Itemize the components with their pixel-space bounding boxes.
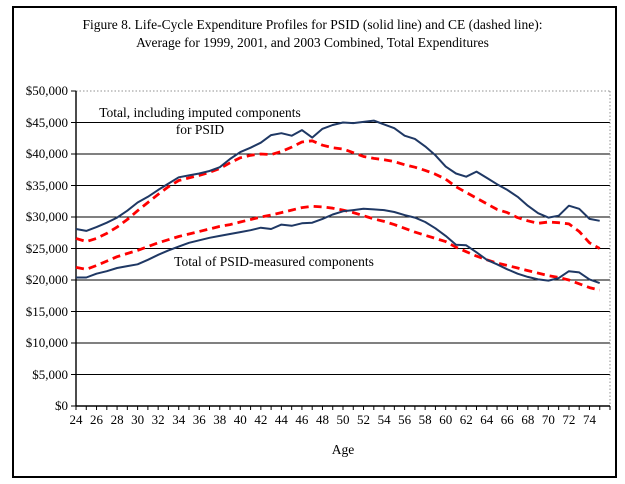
x-axis-label: 74 bbox=[582, 412, 596, 427]
x-axis-label: 58 bbox=[418, 412, 432, 427]
series-psid-total-line bbox=[75, 119, 600, 232]
x-axis-label: 34 bbox=[172, 412, 186, 427]
x-axis-label: 48 bbox=[315, 412, 329, 427]
y-axis-label: $10,000 bbox=[25, 335, 68, 350]
series-ce-total-line bbox=[75, 139, 601, 250]
x-axis-label: 54 bbox=[377, 412, 391, 427]
y-axis-label: $0 bbox=[55, 398, 68, 413]
figure-title-line2: Average for 1999, 2001, and 2003 Combine… bbox=[136, 35, 489, 50]
x-axis-label: 36 bbox=[192, 412, 206, 427]
x-axis-label: 32 bbox=[151, 412, 165, 427]
figure-title-line1: Figure 8. Life-Cycle Expenditure Profile… bbox=[82, 17, 543, 32]
y-axis-label: $35,000 bbox=[25, 177, 68, 193]
x-axis-title: Age bbox=[331, 442, 355, 457]
annotation-psid-measured: Total of PSID-measured components bbox=[174, 254, 374, 269]
y-axis-label: $15,000 bbox=[25, 303, 68, 319]
x-axis-label: 44 bbox=[274, 412, 288, 427]
y-axis-label: $40,000 bbox=[25, 146, 68, 161]
x-axis-label: 42 bbox=[254, 412, 268, 427]
x-axis-label: 64 bbox=[480, 412, 494, 427]
y-axis-label: $50,000 bbox=[25, 83, 68, 98]
x-axis-label: 28 bbox=[110, 412, 124, 427]
x-axis-label: 72 bbox=[562, 412, 576, 427]
x-axis-label: 40 bbox=[233, 412, 247, 427]
x-axis-label: 70 bbox=[541, 412, 555, 427]
x-axis-label: 50 bbox=[336, 412, 350, 427]
annotation-psid-total-line1: Total, including imputed components bbox=[99, 105, 301, 120]
x-axis-label: 60 bbox=[439, 412, 453, 427]
x-axis-label: 26 bbox=[90, 412, 104, 427]
x-axis-label: 62 bbox=[459, 412, 473, 427]
y-axis-label: $5,000 bbox=[32, 366, 68, 382]
x-axis-label: 46 bbox=[295, 412, 309, 427]
y-axis-label: $30,000 bbox=[25, 209, 68, 224]
x-axis-label: 52 bbox=[357, 412, 371, 427]
x-axis-label: 66 bbox=[500, 412, 514, 427]
figure-title: Figure 8. Life-Cycle Expenditure Profile… bbox=[0, 16, 625, 52]
x-axis-label: 56 bbox=[398, 412, 412, 427]
series-psid-measured-line bbox=[76, 207, 601, 285]
annotation-psid-total: Total, including imputed components for … bbox=[99, 104, 301, 138]
figure-border bbox=[12, 6, 617, 478]
x-axis-label: 68 bbox=[521, 412, 535, 427]
x-axis-label: 24 bbox=[69, 412, 83, 427]
series-ce-measured-line bbox=[75, 204, 601, 292]
y-axis-label: $20,000 bbox=[25, 272, 68, 287]
x-axis-label: 30 bbox=[131, 412, 145, 427]
x-axis-label: 38 bbox=[213, 412, 227, 427]
y-axis-label: $45,000 bbox=[25, 114, 68, 130]
y-axis-label: $25,000 bbox=[25, 240, 68, 256]
annotation-psid-total-line2: for PSID bbox=[175, 122, 225, 137]
